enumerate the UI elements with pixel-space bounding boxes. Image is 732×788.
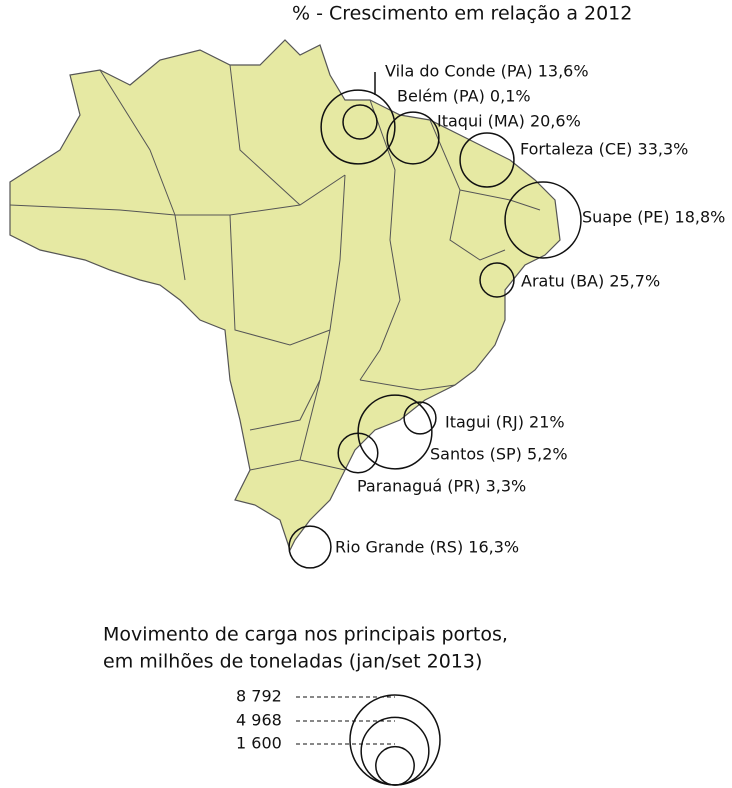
port-bubble (479, 262, 515, 298)
port-bubble (459, 132, 515, 188)
legend-label: 1 600 (236, 734, 282, 753)
port-bubble (386, 111, 440, 165)
port-label: Vila do Conde (PA) 13,6% (385, 62, 589, 81)
port-bubble (504, 181, 582, 259)
chart-title: % - Crescimento em relação a 2012 (292, 3, 632, 25)
port-label: Santos (SP) 5,2% (430, 445, 568, 464)
port-label: Aratu (BA) 25,7% (521, 272, 660, 291)
port-label: Paranaguá (PR) 3,3% (357, 477, 526, 496)
port-label: Rio Grande (RS) 16,3% (335, 538, 519, 557)
legend-title: em milhões de toneladas (jan/set 2013) (103, 651, 482, 673)
port-bubble (403, 401, 437, 435)
legend-title: Movimento de carga nos principais portos… (103, 624, 508, 646)
port-bubble (357, 394, 433, 470)
port-label: Itagui (RJ) 21% (445, 413, 565, 432)
legend-bubble (360, 716, 430, 786)
port-label: Suape (PE) 18,8% (582, 208, 725, 227)
port-bubble (337, 432, 379, 474)
brazil-map (9, 39, 561, 552)
port-label: Belém (PA) 0,1% (397, 87, 531, 106)
legend-label: 8 792 (236, 687, 282, 706)
port-label: Itaqui (MA) 20,6% (437, 112, 581, 131)
state-borders (9, 64, 541, 471)
port-bubble (320, 89, 396, 165)
port-bubble (288, 525, 332, 569)
port-label: Fortaleza (CE) 33,3% (520, 140, 688, 159)
port-bubble (342, 104, 378, 140)
legend-label: 4 968 (236, 711, 282, 730)
legend-bubble (375, 745, 415, 786)
